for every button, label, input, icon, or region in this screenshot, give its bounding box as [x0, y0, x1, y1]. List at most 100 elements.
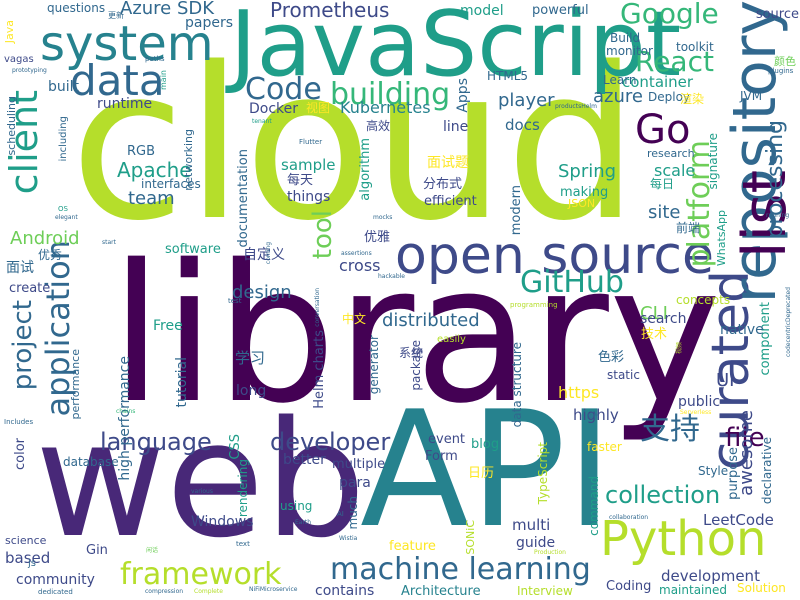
cloud-word: hackable	[378, 273, 405, 280]
cloud-word: test	[228, 297, 242, 305]
cloud-word: vagas	[4, 54, 34, 65]
cloud-word: 学习	[235, 349, 266, 367]
cloud-word: Interview	[517, 584, 573, 598]
cloud-word: public	[678, 394, 721, 410]
cloud-word: Kubernetes	[340, 98, 431, 117]
cloud-word: Build	[610, 31, 641, 45]
cloud-word: JVM	[740, 89, 763, 103]
cloud-word: Solution	[737, 581, 786, 595]
cloud-word: better	[283, 452, 326, 468]
cloud-word: cloud	[70, 22, 639, 267]
cloud-word: things	[287, 189, 331, 205]
cloud-word: declarative	[760, 437, 774, 505]
cloud-word: native	[720, 322, 764, 338]
cloud-word: running	[766, 212, 790, 219]
cloud-word: machine learning	[330, 552, 591, 587]
cloud-word: scheduling	[5, 96, 18, 156]
cloud-word: blog	[471, 437, 500, 452]
cloud-word: monitor	[606, 44, 653, 58]
cloud-word: 视频	[676, 342, 683, 355]
cloud-word: Flutter	[299, 138, 323, 146]
cloud-word: using	[280, 499, 313, 513]
cloud-word: development	[661, 567, 760, 585]
cloud-word: source	[755, 7, 799, 22]
cloud-word: science	[5, 534, 47, 547]
cloud-word: RGB	[127, 144, 156, 159]
cloud-word: https	[558, 383, 600, 402]
cloud-word: Azure SDK	[120, 0, 215, 19]
cloud-word: 闲话	[146, 547, 159, 554]
cloud-word: API	[360, 376, 614, 563]
cloud-word: Java	[3, 20, 16, 44]
cloud-word: toolkit	[676, 40, 714, 54]
cloud-word: multiple	[332, 457, 386, 472]
cloud-word: 每天	[287, 173, 314, 188]
cloud-word: 分布式	[423, 177, 463, 192]
cloud-word: library	[110, 224, 722, 445]
cloud-word: 技术	[641, 327, 668, 342]
cloud-word: much	[346, 496, 360, 530]
cloud-word: Google	[620, 0, 719, 30]
cloud-word: 面试	[6, 260, 34, 276]
cloud-word: coming	[265, 242, 272, 265]
cloud-word: Wistia	[339, 535, 358, 542]
cloud-word: mocks	[373, 214, 393, 221]
cloud-word: powerful	[532, 3, 589, 18]
cloud-word: static	[607, 368, 640, 382]
cloud-word: Code	[245, 72, 322, 107]
cloud-word: event	[428, 432, 466, 447]
cloud-word: collaboration	[609, 514, 649, 521]
cloud-word: Form	[425, 449, 458, 464]
cloud-word: Python	[600, 511, 767, 567]
cloud-word: 优秀	[38, 248, 63, 262]
cloud-word: data structure	[510, 342, 524, 428]
cloud-word: SONiC	[464, 520, 477, 555]
cloud-word: Helm charts	[312, 330, 327, 409]
cloud-word: Free	[153, 318, 183, 334]
cloud-word: CSS	[228, 434, 243, 460]
cloud-word: container	[622, 73, 694, 91]
cloud-word: NiFiMicroservice	[249, 586, 298, 593]
cloud-word: JSON	[568, 197, 596, 210]
cloud-word: signature	[706, 133, 720, 190]
cloud-word: Prometheus	[270, 0, 390, 22]
cloud-word: 前端	[676, 221, 701, 235]
cloud-word: questions	[47, 1, 106, 15]
cloud-word: chains	[116, 408, 136, 415]
cloud-word: codecentricDeprecated	[785, 287, 792, 358]
cloud-word: building	[330, 77, 451, 112]
cloud-word: Production	[534, 549, 566, 556]
cloud-word: 日历	[468, 466, 495, 481]
cloud-word: rendering	[236, 459, 250, 518]
cloud-word: Deploy	[648, 90, 691, 104]
cloud-word: purpose	[726, 447, 741, 500]
cloud-word: system	[40, 16, 214, 72]
cloud-word: 更新	[108, 11, 124, 20]
cloud-word: Windows	[191, 514, 254, 530]
cloud-word: making	[560, 185, 609, 200]
cloud-word: Coding	[606, 579, 652, 594]
cloud-word: sample	[281, 156, 336, 174]
cloud-word: WhatsApp	[715, 210, 728, 267]
cloud-word: Apps	[455, 78, 471, 113]
cloud-word: CLI	[640, 303, 668, 324]
cloud-word: LeetCode	[703, 511, 774, 529]
cloud-word: tool	[308, 210, 338, 260]
cloud-word: scale	[654, 161, 696, 180]
cloud-word: 面试题	[427, 155, 469, 171]
cloud-word: TypeScript	[536, 442, 550, 505]
cloud-word: contains	[315, 583, 375, 599]
cloud-word: based	[5, 549, 51, 567]
cloud-word: interfaces	[141, 177, 201, 191]
cloud-word: 高效	[366, 119, 391, 133]
cloud-word: software	[165, 242, 221, 257]
cloud-word: 插件	[587, 413, 600, 420]
cloud-word: file	[725, 423, 765, 453]
cloud-word: including	[58, 116, 69, 162]
cloud-word: networking	[182, 129, 195, 191]
cloud-word: elegant	[55, 214, 78, 221]
cloud-word: Architecture	[401, 584, 481, 599]
cloud-word: algorithm	[358, 138, 373, 201]
cloud-word: various	[191, 488, 213, 495]
